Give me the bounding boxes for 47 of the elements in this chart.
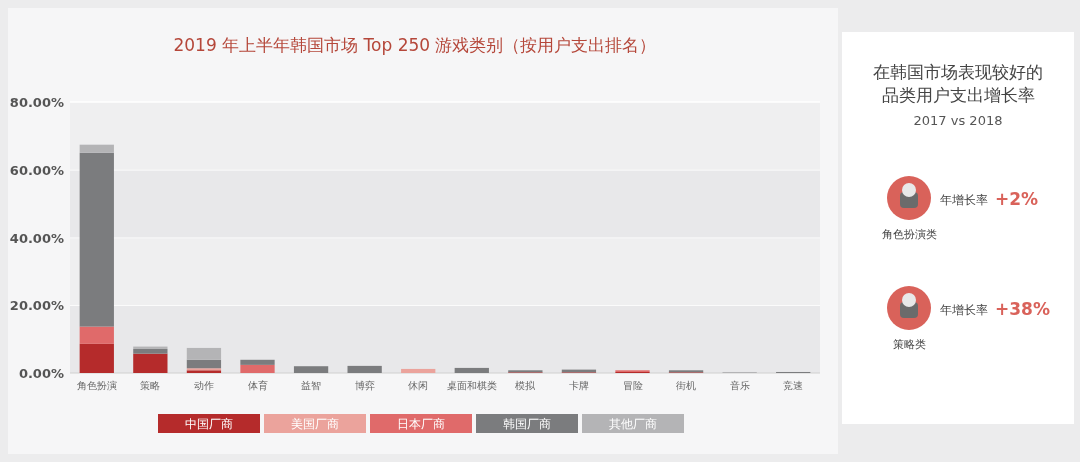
y-tick-label: 0.00% <box>18 366 64 381</box>
bar <box>79 152 114 327</box>
text: +2% <box>995 189 1039 209</box>
bar <box>293 366 329 373</box>
text: 日本厂商 <box>397 417 445 431</box>
text: 角色扮演类 <box>881 228 937 241</box>
y-tick-label: 40.00% <box>9 230 64 246</box>
x-tick-label: 街机 <box>676 380 697 391</box>
bar <box>79 326 114 344</box>
bar <box>401 368 436 373</box>
text: 在韩国市场表现较好的品类用户支出增长率 <box>873 62 1043 105</box>
x-tick-label: 角色扮演 <box>76 380 117 391</box>
x-tick-label: 博弈 <box>354 380 375 391</box>
x-tick-label: 策略 <box>140 380 161 391</box>
x-tick-label: 体育 <box>247 380 268 391</box>
x-tick-label: 竞速 <box>783 380 804 391</box>
x-tick-label: 动作 <box>193 380 214 391</box>
bar <box>240 364 275 373</box>
x-tick-label: 冒险 <box>622 380 643 391</box>
text: 2017 vs 2018 <box>913 113 1003 128</box>
x-tick-label: 益智 <box>301 380 322 391</box>
bar <box>79 144 114 153</box>
chart-title: 2019 年上半年韩国市场 Top 250 游戏类别（按用户支出排名） <box>173 35 657 55</box>
x-tick-label: 休闲 <box>408 380 429 391</box>
bar <box>347 365 382 373</box>
text: 其他厂商 <box>609 417 657 431</box>
y-tick-label: 20.00% <box>9 298 64 314</box>
bar <box>133 353 168 373</box>
text: 美国厂商 <box>291 417 339 431</box>
x-tick-label: 音乐 <box>729 380 750 391</box>
bar <box>79 343 114 373</box>
x-tick-label: 卡牌 <box>568 380 589 391</box>
text: 策略类 <box>892 338 926 351</box>
text: 年增长率 <box>940 303 988 317</box>
text: 中国厂商 <box>185 417 233 431</box>
bar <box>240 359 275 365</box>
bar <box>186 359 222 369</box>
x-tick-label: 桌面和棋类 <box>446 380 497 391</box>
x-tick-label: 模拟 <box>515 380 537 391</box>
bar <box>186 347 222 360</box>
bar <box>454 367 489 373</box>
bar <box>133 348 168 354</box>
y-tick-label: 60.00% <box>9 162 64 178</box>
text: 韩国厂商 <box>503 417 551 431</box>
text: +38% <box>995 299 1050 319</box>
text: 年增长率 <box>940 193 988 207</box>
y-tick-label: 80.00% <box>9 95 64 110</box>
